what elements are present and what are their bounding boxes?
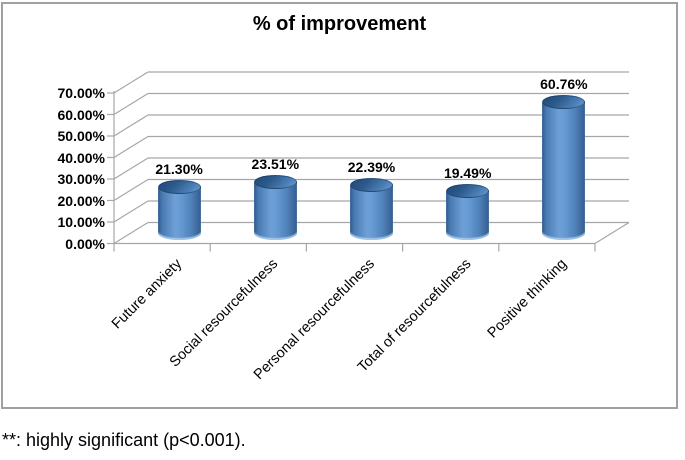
cylinder-body [542, 102, 586, 240]
y-axis-tick-label: 50.00% [57, 128, 105, 144]
cylinder-top [253, 175, 297, 190]
bar-value-label: 22.39% [347, 158, 396, 175]
bar-value-label: 21.30% [155, 161, 203, 178]
cylinder-top [446, 184, 490, 199]
y-axis-tick-label: 0.00% [65, 235, 105, 252]
cylinder-top [542, 95, 586, 110]
cylinder-bar [542, 95, 586, 240]
cylinder-top [350, 177, 393, 192]
y-axis-tick-label: 60.00% [57, 106, 105, 123]
y-axis-tick-label: 30.00% [57, 171, 105, 187]
cylinder-top [157, 180, 201, 195]
chart-title: % of improvement [252, 13, 427, 35]
cylinder-bar [446, 184, 490, 240]
bar-value-label: 19.49% [443, 165, 492, 182]
y-axis-tick-label: 40.00% [57, 149, 105, 166]
bar-value-label: 60.76% [540, 76, 588, 93]
cylinder-body [253, 182, 297, 240]
y-axis-tick-label: 10.00% [57, 214, 105, 230]
cylinder-bar [157, 180, 201, 240]
cylinder-body [446, 191, 490, 240]
cylinder-body [157, 187, 201, 240]
cylinder-bar [253, 175, 297, 240]
y-axis-tick-label: 70.00% [57, 85, 105, 101]
cylinder-body [350, 184, 393, 240]
significance-note: **: highly significant (p<0.001). [2, 430, 246, 450]
bar-value-label: 23.51% [251, 156, 300, 173]
cylinder-bar [350, 177, 393, 240]
y-axis-tick-label: 20.00% [57, 192, 105, 209]
